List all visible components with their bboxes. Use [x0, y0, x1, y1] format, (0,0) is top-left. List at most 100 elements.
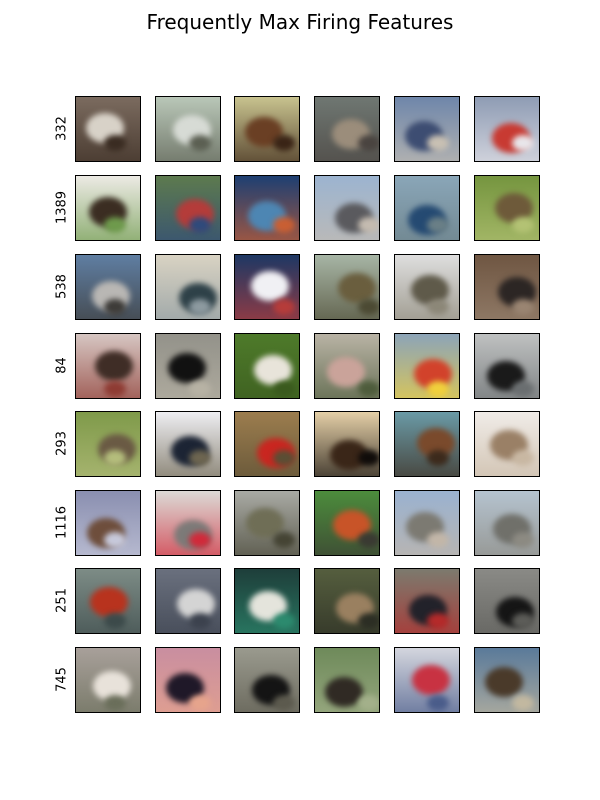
deer-image	[474, 647, 540, 713]
detail-blob	[189, 299, 211, 315]
detail-blob	[358, 695, 379, 711]
airplane-image	[155, 333, 221, 399]
boat-image	[474, 333, 540, 399]
subject-blob	[485, 667, 523, 697]
boat-image	[75, 647, 141, 713]
detail-blob	[512, 450, 534, 466]
detail-blob	[273, 532, 295, 548]
detail-blob	[427, 450, 449, 466]
detail-blob	[189, 381, 211, 397]
ship-image	[394, 96, 460, 162]
detail-blob	[104, 613, 126, 629]
automobile-image	[75, 254, 141, 320]
dog-image	[474, 568, 540, 634]
truck-image	[314, 254, 380, 320]
detail-blob	[512, 532, 534, 548]
detail-blob	[358, 381, 379, 397]
detail-blob	[104, 381, 126, 397]
horse-rider-image	[75, 96, 141, 162]
detail-blob	[104, 217, 126, 233]
subject-blob	[251, 271, 289, 301]
ship-image	[394, 490, 460, 556]
airplane-image	[155, 411, 221, 477]
subject-blob	[412, 665, 450, 695]
bird-image	[75, 411, 141, 477]
deer-image	[155, 647, 221, 713]
horse-image	[314, 333, 380, 399]
detail-blob	[358, 450, 379, 466]
row-label: 538	[54, 274, 70, 299]
detail-blob	[512, 695, 534, 711]
row-label: 1116	[54, 505, 70, 540]
truck-image	[394, 333, 460, 399]
detail-blob	[512, 217, 534, 233]
figure-title: Frequently Max Firing Features	[146, 10, 454, 34]
boat-image	[234, 568, 300, 634]
row-label: 745	[54, 667, 70, 692]
detail-blob	[189, 450, 211, 466]
detail-blob	[104, 695, 126, 711]
boat-image	[234, 175, 300, 241]
airplane-image	[155, 96, 221, 162]
detail-blob	[427, 299, 449, 315]
horse-image	[474, 254, 540, 320]
horse-image	[75, 175, 141, 241]
airplane-image	[234, 647, 300, 713]
row-label: 1389	[54, 190, 70, 225]
ship-image	[234, 254, 300, 320]
detail-blob	[273, 695, 295, 711]
detail-blob	[189, 135, 211, 151]
frog-image	[474, 411, 540, 477]
subject-blob	[325, 677, 363, 707]
detail-blob	[358, 299, 379, 315]
detail-blob	[273, 613, 295, 629]
horse-image	[394, 568, 460, 634]
ship-image	[394, 175, 460, 241]
detail-blob	[358, 135, 379, 151]
airplane-image	[394, 647, 460, 713]
detail-blob	[189, 695, 211, 711]
bird-image	[314, 490, 380, 556]
detail-blob	[427, 695, 449, 711]
horse-image	[234, 96, 300, 162]
detail-blob	[427, 381, 449, 397]
deer-image	[314, 568, 380, 634]
automobile-image	[234, 411, 300, 477]
bird-image	[155, 175, 221, 241]
ship-image	[155, 254, 221, 320]
detail-blob	[512, 613, 534, 629]
detail-blob	[358, 217, 379, 233]
row-label: 251	[54, 588, 70, 613]
detail-blob	[104, 299, 126, 315]
subject-blob	[338, 273, 376, 303]
deer-image	[474, 175, 540, 241]
airplane-image	[394, 254, 460, 320]
detail-blob	[512, 135, 534, 151]
subject-blob	[168, 353, 206, 383]
detail-blob	[104, 532, 126, 548]
detail-blob	[273, 450, 295, 466]
deer-image	[75, 490, 141, 556]
horse-image	[394, 411, 460, 477]
detail-blob	[427, 532, 449, 548]
detail-blob	[104, 135, 126, 151]
detail-blob	[273, 135, 295, 151]
horse-image	[314, 411, 380, 477]
detail-blob	[358, 532, 379, 548]
detail-blob	[104, 450, 126, 466]
frog-image	[234, 490, 300, 556]
detail-blob	[512, 299, 534, 315]
bird-image	[314, 647, 380, 713]
row-label: 332	[54, 116, 70, 141]
bird-image	[234, 333, 300, 399]
row-label: 84	[54, 357, 70, 374]
fire-truck-image	[474, 96, 540, 162]
subject-blob	[95, 351, 133, 381]
detail-blob	[358, 613, 379, 629]
subject-blob	[327, 357, 365, 387]
detail-blob	[273, 381, 295, 397]
detail-blob	[427, 135, 449, 151]
boat-image	[155, 568, 221, 634]
subject-blob	[90, 587, 128, 617]
